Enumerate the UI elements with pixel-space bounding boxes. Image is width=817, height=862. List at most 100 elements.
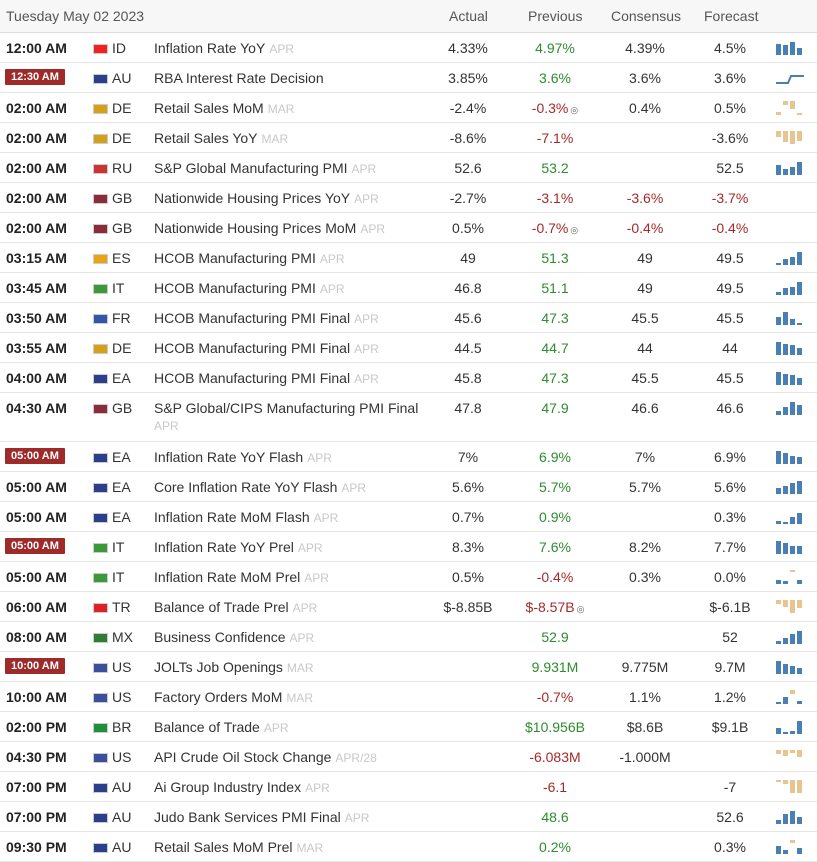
event-row[interactable]: 02:00 AM GB Nationwide Housing Prices MoM A… (0, 213, 817, 243)
event-title[interactable]: Judo Bank Services PMI Final APR (154, 809, 369, 825)
sparkline-chart[interactable] (776, 401, 804, 415)
event-title[interactable]: Ai Group Industry Index APR (154, 779, 330, 795)
event-title[interactable]: Inflation Rate YoY Prel APR (154, 539, 323, 555)
sparkline-chart[interactable] (776, 71, 804, 85)
event-name[interactable]: Inflation Rate YoY Prel (154, 539, 294, 555)
event-name[interactable]: HCOB Manufacturing PMI (154, 250, 316, 266)
event-title[interactable]: Balance of Trade Prel APR (154, 599, 317, 615)
event-row[interactable]: 04:30 PM US API Crude Oil Stock Change APR/… (0, 742, 817, 772)
sparkline-chart[interactable] (776, 570, 804, 584)
event-row[interactable]: 02:00 PM BR Balance of Trade APR $10.956B $8.… (0, 712, 817, 742)
sparkline-chart[interactable] (776, 600, 804, 614)
sparkline-chart[interactable] (776, 341, 804, 355)
event-row[interactable]: 03:55 AM DE HCOB Manufacturing PMI Final AP… (0, 333, 817, 363)
event-row[interactable]: 03:45 AM IT HCOB Manufacturing PMI APR 46.8 5… (0, 273, 817, 303)
revised-icon[interactable]: ◎ (570, 105, 579, 115)
event-row[interactable]: 03:15 AM ES HCOB Manufacturing PMI APR 49 51.… (0, 243, 817, 273)
event-name[interactable]: Balance of Trade (154, 719, 260, 735)
col-previous[interactable]: Previous (528, 8, 583, 24)
event-title[interactable]: S&P Global/CIPS Manufacturing PMI Final (154, 400, 418, 416)
sparkline-chart[interactable] (776, 161, 804, 175)
sparkline-chart[interactable] (776, 311, 804, 325)
revised-icon[interactable]: ◎ (570, 225, 579, 235)
event-name[interactable]: Retail Sales MoM Prel (154, 839, 293, 855)
event-title[interactable]: Retail Sales MoM Prel MAR (154, 839, 323, 855)
event-title[interactable]: HCOB Manufacturing PMI APR (154, 280, 345, 296)
event-title[interactable]: Business Confidence APR (154, 629, 314, 645)
event-title[interactable]: HCOB Manufacturing PMI Final APR (154, 370, 379, 386)
event-row[interactable]: 09:30 PM AU Retail Sales MoM Prel MAR 0.2% 0.… (0, 832, 817, 862)
event-row[interactable]: 12:30 AM AU RBA Interest Rate Decision 3.85… (0, 63, 817, 93)
sparkline-chart[interactable] (776, 41, 804, 55)
event-title[interactable]: Nationwide Housing Prices MoM APR (154, 220, 385, 236)
sparkline-chart[interactable] (776, 720, 804, 734)
event-title[interactable]: Retail Sales YoY MAR (154, 130, 288, 146)
event-name[interactable]: HCOB Manufacturing PMI (154, 280, 316, 296)
sparkline-chart[interactable] (776, 101, 804, 115)
revised-icon[interactable]: ◎ (576, 604, 585, 614)
event-name[interactable]: Ai Group Industry Index (154, 779, 302, 795)
event-row[interactable]: 07:00 PM AU Ai Group Industry Index APR -6.1… (0, 772, 817, 802)
sparkline-chart[interactable] (776, 510, 804, 524)
col-forecast[interactable]: Forecast (704, 8, 759, 24)
event-name[interactable]: Inflation Rate MoM Flash (154, 509, 310, 525)
col-consensus[interactable]: Consensus (611, 8, 682, 24)
event-row[interactable]: 04:30 AM GB S&P Global/CIPS Manufacturing … (0, 393, 817, 442)
event-row[interactable]: 04:00 AM EA HCOB Manufacturing PMI Final AP… (0, 363, 817, 393)
event-title[interactable]: Factory Orders MoM MAR (154, 689, 313, 705)
event-row[interactable]: 08:00 AM MX Business Confidence APR 52.9 52 (0, 622, 817, 652)
event-title[interactable]: RBA Interest Rate Decision (154, 70, 328, 86)
event-title[interactable]: Core Inflation Rate YoY Flash APR (154, 479, 366, 495)
event-row[interactable]: 06:00 AM TR Balance of Trade Prel APR $-8.85… (0, 592, 817, 622)
event-name[interactable]: S&P Global Manufacturing PMI (154, 160, 348, 176)
event-row[interactable]: 12:00 AM ID Inflation Rate YoY APR 4.33% 4.97… (0, 33, 817, 63)
event-title[interactable]: Balance of Trade APR (154, 719, 289, 735)
event-name[interactable]: Inflation Rate MoM Prel (154, 569, 301, 585)
event-title[interactable]: JOLTs Job Openings MAR (154, 659, 314, 675)
event-name[interactable]: Retail Sales MoM (154, 100, 264, 116)
event-title[interactable]: HCOB Manufacturing PMI Final APR (154, 340, 379, 356)
event-name[interactable]: HCOB Manufacturing PMI Final (154, 310, 351, 326)
sparkline-chart[interactable] (776, 780, 804, 794)
event-title[interactable]: Nationwide Housing Prices YoY APR (154, 190, 379, 206)
event-row[interactable]: 05:00 AM EA Inflation Rate MoM Flash APR 0.7… (0, 502, 817, 532)
event-row[interactable]: 03:50 AM FR HCOB Manufacturing PMI Final AP… (0, 303, 817, 333)
event-row[interactable]: 05:00 AM IT Inflation Rate YoY Prel APR 8.3%… (0, 532, 817, 562)
event-title[interactable]: Inflation Rate MoM Prel APR (154, 569, 329, 585)
sparkline-chart[interactable] (776, 251, 804, 265)
event-name[interactable]: Nationwide Housing Prices MoM (154, 220, 357, 236)
sparkline-chart[interactable] (776, 690, 804, 704)
event-name[interactable]: Retail Sales YoY (154, 130, 258, 146)
event-name[interactable]: Core Inflation Rate YoY Flash (154, 479, 338, 495)
sparkline-chart[interactable] (776, 131, 804, 145)
event-title[interactable]: Inflation Rate YoY APR (154, 40, 294, 56)
sparkline-chart[interactable] (776, 221, 804, 235)
event-row[interactable]: 02:00 AM DE Retail Sales YoY MAR -8.6% -7.1% -… (0, 123, 817, 153)
event-name[interactable]: RBA Interest Rate Decision (154, 70, 324, 86)
sparkline-chart[interactable] (776, 840, 804, 854)
sparkline-chart[interactable] (776, 450, 804, 464)
event-row[interactable]: 05:00 AM EA Core Inflation Rate YoY Flash A… (0, 472, 817, 502)
event-name[interactable]: Judo Bank Services PMI Final (154, 809, 341, 825)
event-title[interactable]: S&P Global Manufacturing PMI APR (154, 160, 376, 176)
event-name[interactable]: Factory Orders MoM (154, 689, 283, 705)
event-title[interactable]: Inflation Rate YoY Flash APR (154, 449, 332, 465)
col-actual[interactable]: Actual (449, 8, 488, 24)
event-row[interactable]: 10:00 AM US JOLTs Job Openings MAR 9.931M 9.7… (0, 652, 817, 682)
event-name[interactable]: HCOB Manufacturing PMI Final (154, 340, 351, 356)
event-title[interactable]: HCOB Manufacturing PMI APR (154, 250, 345, 266)
sparkline-chart[interactable] (776, 750, 804, 764)
sparkline-chart[interactable] (776, 660, 804, 674)
event-row[interactable]: 05:00 AM IT Inflation Rate MoM Prel APR 0.5%… (0, 562, 817, 592)
event-name[interactable]: S&P Global/CIPS Manufacturing PMI Final (154, 400, 419, 416)
event-row[interactable]: 02:00 AM RU S&P Global Manufacturing PMI AP… (0, 153, 817, 183)
sparkline-chart[interactable] (776, 480, 804, 494)
event-row[interactable]: 07:00 PM AU Judo Bank Services PMI Final AP… (0, 802, 817, 832)
event-title[interactable]: Inflation Rate MoM Flash APR (154, 509, 338, 525)
event-name[interactable]: Nationwide Housing Prices YoY (154, 190, 351, 206)
event-title[interactable]: Retail Sales MoM MAR (154, 100, 294, 116)
event-title[interactable]: API Crude Oil Stock Change APR/28 (154, 749, 377, 765)
sparkline-chart[interactable] (776, 540, 804, 554)
event-row[interactable]: 05:00 AM EA Inflation Rate YoY Flash APR 7% 6… (0, 442, 817, 472)
event-name[interactable]: Business Confidence (154, 629, 286, 645)
